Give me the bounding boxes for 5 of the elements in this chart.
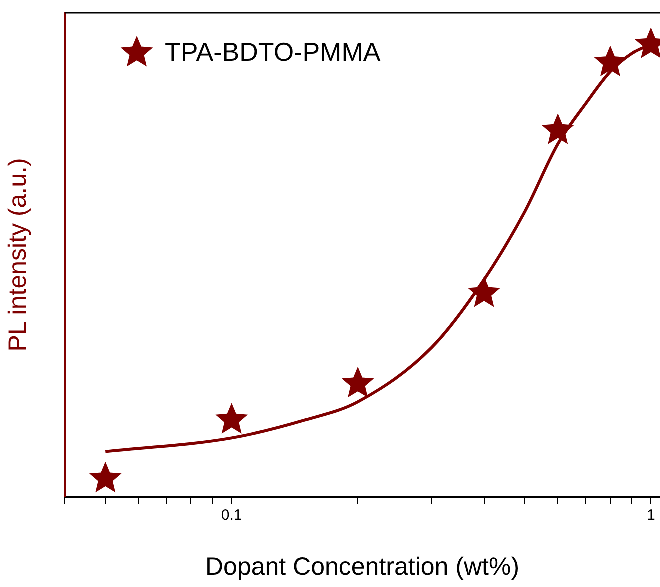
y-axis-title: PL intensity (a.u.): [4, 158, 32, 352]
x-tick-label: 1: [646, 507, 656, 524]
legend-label: TPA-BDTO-PMMA: [165, 37, 382, 68]
x-tick-label: 0.1: [221, 507, 242, 524]
x-axis-title: Dopant Concentration (wt%): [205, 552, 520, 581]
